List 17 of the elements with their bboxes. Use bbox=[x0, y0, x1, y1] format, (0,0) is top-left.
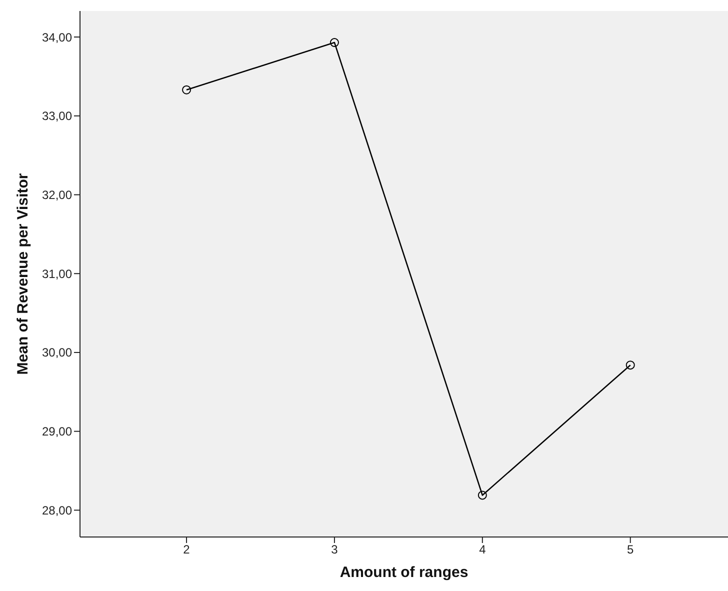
y-tick-label: 30,00 bbox=[42, 346, 72, 360]
point bbox=[626, 360, 635, 370]
point bbox=[330, 38, 339, 48]
y-tick-label: 32,00 bbox=[42, 188, 72, 202]
point bbox=[478, 490, 487, 500]
x-tick-label: 2 bbox=[183, 542, 190, 557]
x-tick-label: 4 bbox=[479, 542, 486, 557]
x-axis-title: Amount of ranges bbox=[340, 564, 468, 581]
y-tick-label: 33,00 bbox=[42, 109, 72, 124]
x-tick-label: 5 bbox=[627, 542, 634, 557]
y-tick-label: 28,00 bbox=[42, 503, 72, 518]
point bbox=[182, 85, 192, 94]
x-tick-label: 3 bbox=[331, 542, 338, 557]
y-axis-title: Mean of Revenue per Visitor bbox=[14, 173, 32, 375]
y-tick-label: 31,00 bbox=[42, 266, 72, 281]
y-tick-label: 34,00 bbox=[42, 30, 72, 44]
y-tick-label: 29,00 bbox=[42, 424, 72, 439]
